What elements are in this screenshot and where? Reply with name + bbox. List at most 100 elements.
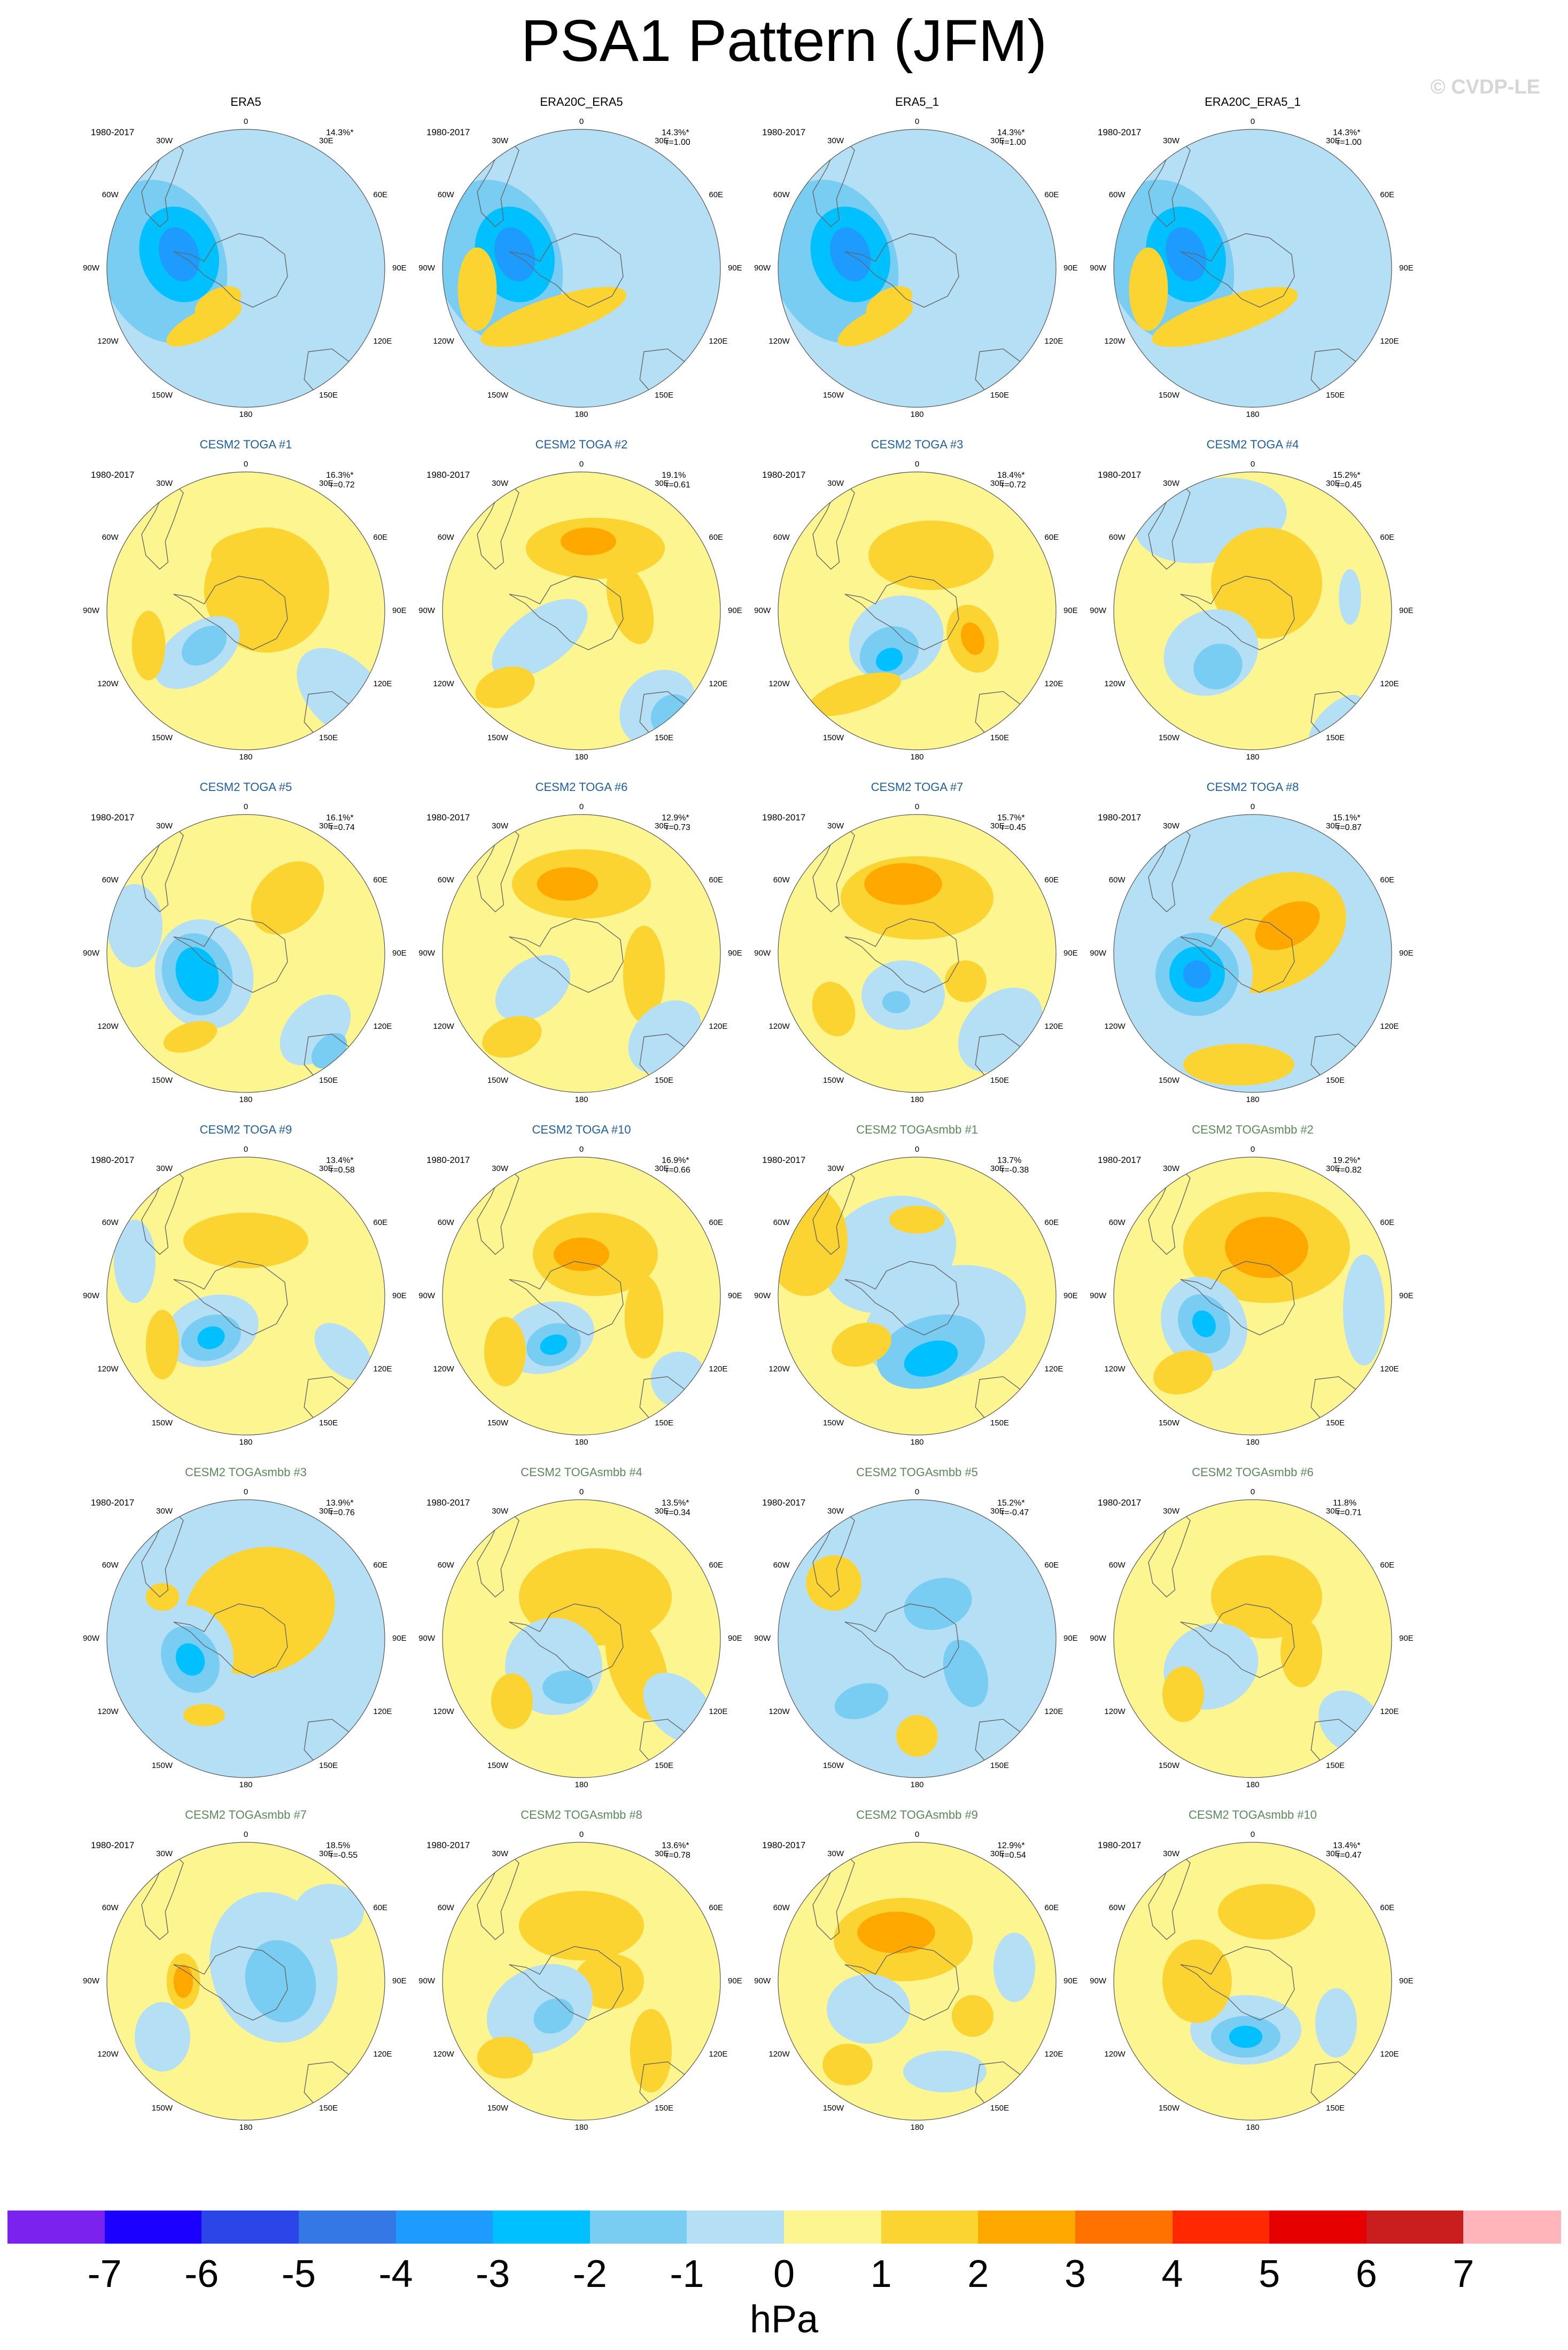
- positive-anomaly-contour: [145, 1583, 180, 1611]
- longitude-label: 30E: [655, 821, 669, 831]
- longitude-label: 0: [914, 802, 920, 811]
- colorbar-swatch: [589, 2211, 687, 2244]
- longitude-label: 60W: [102, 1903, 119, 1912]
- colorbar-swatch: [784, 2211, 882, 2244]
- longitude-label: 180: [910, 1095, 924, 1104]
- polar-map: [778, 471, 1057, 750]
- longitude-label: 30W: [156, 1849, 173, 1858]
- positive-anomaly-contour: [1152, 286, 1298, 347]
- longitude-label: 120E: [373, 1707, 392, 1716]
- polar-map: [442, 471, 721, 750]
- map-panel: ERA20C_ERA5_1 1980-2017 14.3%* r=1.00 0 30E 60…: [1082, 95, 1424, 419]
- panel-period: 1980-2017: [426, 1498, 470, 1508]
- negative-anomaly-contour: [533, 1998, 574, 2034]
- polar-map: [442, 1842, 721, 2121]
- panel-pattern-correlation: r=0.61: [666, 480, 690, 490]
- polar-map: [1113, 1157, 1392, 1436]
- longitude-label: 30E: [990, 478, 1005, 488]
- longitude-label: 150W: [1158, 1418, 1179, 1428]
- credit-watermark: © CVDP-LE: [1430, 76, 1540, 98]
- positive-anomaly-contour: [812, 982, 856, 1036]
- polar-map: [1113, 1499, 1392, 1778]
- antarctica-coastline: [509, 918, 624, 993]
- map-boundary: [442, 1842, 721, 2121]
- map-panel: CESM2 TOGA #10 1980-2017 16.9%* r=0.66 0 30E 6…: [410, 1123, 752, 1447]
- panel-pattern-correlation: r=-0.47: [1002, 1508, 1029, 1517]
- map-panel: CESM2 TOGAsmbb #9 1980-2017 12.9%* r=0.54 0 3…: [746, 1808, 1088, 2132]
- longitude-label: 120W: [769, 679, 790, 688]
- panel-title: ERA5: [230, 95, 261, 108]
- longitude-label: 30E: [990, 1849, 1005, 1858]
- longitude-label: 90W: [418, 606, 435, 615]
- colorbar-swatch: [7, 2211, 105, 2244]
- longitude-label: 60W: [773, 1903, 790, 1912]
- longitude-label: 60W: [773, 533, 790, 542]
- longitude-label: 30W: [156, 1506, 173, 1516]
- positive-anomaly-contour: [630, 2009, 672, 2092]
- positive-anomaly-contour: [1211, 1555, 1322, 1639]
- polar-map: [442, 1499, 721, 1778]
- longitude-label: 180: [575, 1780, 588, 1789]
- panel-pattern-correlation: r=0.66: [666, 1166, 690, 1175]
- panel-period: 1980-2017: [91, 812, 135, 823]
- longitude-label: 90E: [1064, 1976, 1078, 1986]
- longitude-label: 60E: [1044, 1903, 1059, 1912]
- longitude-label: 0: [579, 802, 584, 811]
- longitude-label: 150E: [1326, 733, 1345, 743]
- colorbar-swatch: [1172, 2211, 1270, 2244]
- longitude-label: 0: [1250, 460, 1255, 469]
- longitude-label: 90E: [1399, 1976, 1414, 1986]
- longitude-label: 30E: [1326, 1506, 1340, 1516]
- longitude-label: 150W: [487, 1418, 508, 1428]
- negative-anomaly-contour: [181, 625, 227, 666]
- map-panel: CESM2 TOGAsmbb #10 1980-2017 13.4%* r=0.47 0…: [1082, 1808, 1424, 2132]
- longitude-label: 120E: [709, 337, 728, 346]
- antarctica-coastline: [173, 1603, 288, 1678]
- colorbar-swatch: [298, 2211, 396, 2244]
- polar-map: [442, 814, 721, 1093]
- polar-map: [778, 129, 1057, 408]
- negative-anomaly-contour: [1339, 569, 1361, 625]
- longitude-label: 90E: [392, 1291, 407, 1300]
- longitude-label: 60E: [1044, 190, 1059, 199]
- longitude-label: 120W: [1104, 679, 1125, 688]
- longitude-label: 90E: [1399, 1634, 1414, 1643]
- panel-period: 1980-2017: [91, 1840, 135, 1850]
- map-boundary: [778, 1842, 1057, 2121]
- panel-pattern-correlation: r=0.45: [1002, 823, 1026, 832]
- panel-pattern-correlation: r=0.78: [666, 1851, 690, 1860]
- longitude-label: 150E: [655, 1076, 674, 1085]
- negative-anomaly-contour: [834, 1683, 889, 1719]
- longitude-label: 60E: [709, 190, 724, 199]
- longitude-label: 180: [1246, 410, 1260, 419]
- longitude-label: 150E: [990, 2104, 1010, 2113]
- colorbar-tick-label: 7: [1453, 2253, 1474, 2295]
- longitude-label: 120E: [1044, 1707, 1064, 1716]
- panel-variance-explained: 18.4%*: [997, 471, 1025, 480]
- panel-title: CESM2 TOGAsmbb #9: [856, 1808, 978, 1821]
- longitude-label: 150W: [822, 1076, 844, 1085]
- positive-anomaly-contour: [1218, 1884, 1315, 1940]
- antarctica-coastline: [509, 576, 624, 650]
- positive-anomaly-contour: [183, 1213, 308, 1268]
- longitude-label: 30W: [827, 478, 844, 488]
- longitude-label: 90E: [392, 606, 407, 615]
- longitude-label: 30E: [1326, 136, 1340, 145]
- longitude-label: 90E: [728, 949, 742, 958]
- panel-variance-explained: 18.5%: [326, 1841, 351, 1850]
- map-panel: CESM2 TOGA #3 1980-2017 18.4%* r=0.72 0 30E 60…: [746, 438, 1088, 762]
- polar-map: [442, 1157, 721, 1436]
- map-panel: ERA5 1980-2017 14.3%* 0 30E 60E 90E 120E 150E 180…: [75, 95, 417, 419]
- antarctica-coastline: [173, 576, 288, 650]
- longitude-label: 150W: [151, 2104, 173, 2113]
- longitude-label: 120W: [1104, 1364, 1125, 1374]
- panel-period: 1980-2017: [762, 127, 806, 137]
- polar-map: [106, 1499, 385, 1778]
- south-america-coastline: [477, 135, 519, 227]
- panel-variance-explained: 15.7%*: [997, 813, 1025, 823]
- panel-pattern-correlation: r=0.45: [1337, 480, 1362, 490]
- panel-pattern-correlation: r=0.72: [330, 480, 355, 490]
- longitude-label: 90W: [418, 949, 435, 958]
- colorbar-tick-label: 3: [1064, 2253, 1086, 2295]
- panel-pattern-correlation: r=0.87: [1337, 823, 1362, 832]
